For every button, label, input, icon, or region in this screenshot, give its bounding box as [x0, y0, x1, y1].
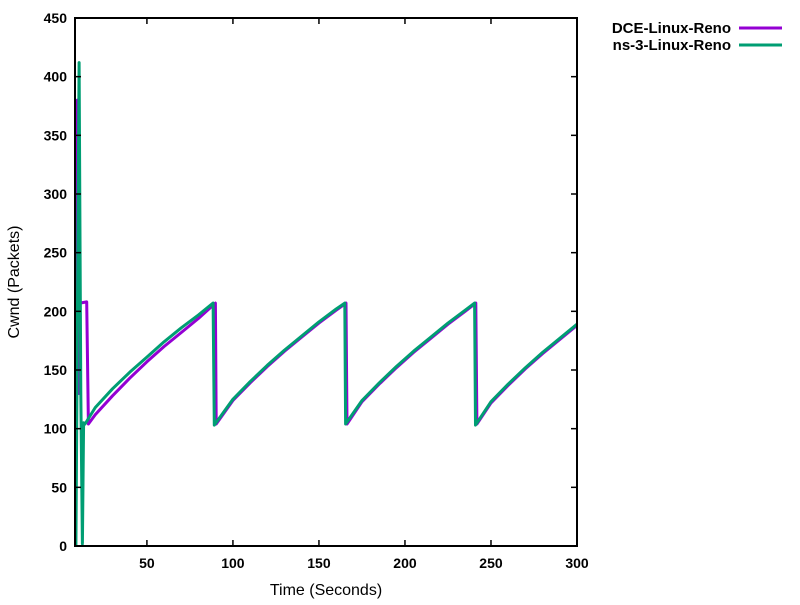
y-axis-label: Cwnd (Packets)	[6, 226, 23, 339]
y-tick-label: 0	[59, 538, 67, 554]
y-tick-label: 400	[44, 69, 68, 85]
y-tick-label: 250	[44, 245, 68, 261]
x-tick-label: 250	[479, 555, 503, 571]
y-tick-label: 300	[44, 186, 68, 202]
legend-label-ns3: ns-3-Linux-Reno	[613, 37, 731, 54]
y-tick-label: 150	[44, 362, 68, 378]
y-tick-label: 100	[44, 421, 68, 437]
x-tick-label: 150	[307, 555, 331, 571]
plot-frame	[74, 17, 578, 547]
y-tick-label: 350	[44, 127, 68, 143]
x-axis-label: Time (Seconds)	[270, 582, 382, 599]
x-tick-label: 50	[139, 555, 155, 571]
legend-label-dce: DCE-Linux-Reno	[612, 20, 731, 37]
x-tick-label: 200	[393, 555, 417, 571]
x-tick-label: 300	[565, 555, 589, 571]
series-layer	[74, 61, 578, 547]
ticks-layer: 50 100 150 200 250 300 0 50 100 150 200 250 300 350 40…	[44, 10, 589, 571]
y-tick-label: 450	[44, 10, 68, 26]
y-tick-label: 200	[44, 303, 68, 319]
x-tick-label: 100	[221, 555, 245, 571]
y-tick-label: 50	[51, 479, 67, 495]
series-line-ns3-linux-reno	[74, 61, 578, 547]
legend: DCE-Linux-Reno ns-3-Linux-Reno	[612, 20, 782, 54]
